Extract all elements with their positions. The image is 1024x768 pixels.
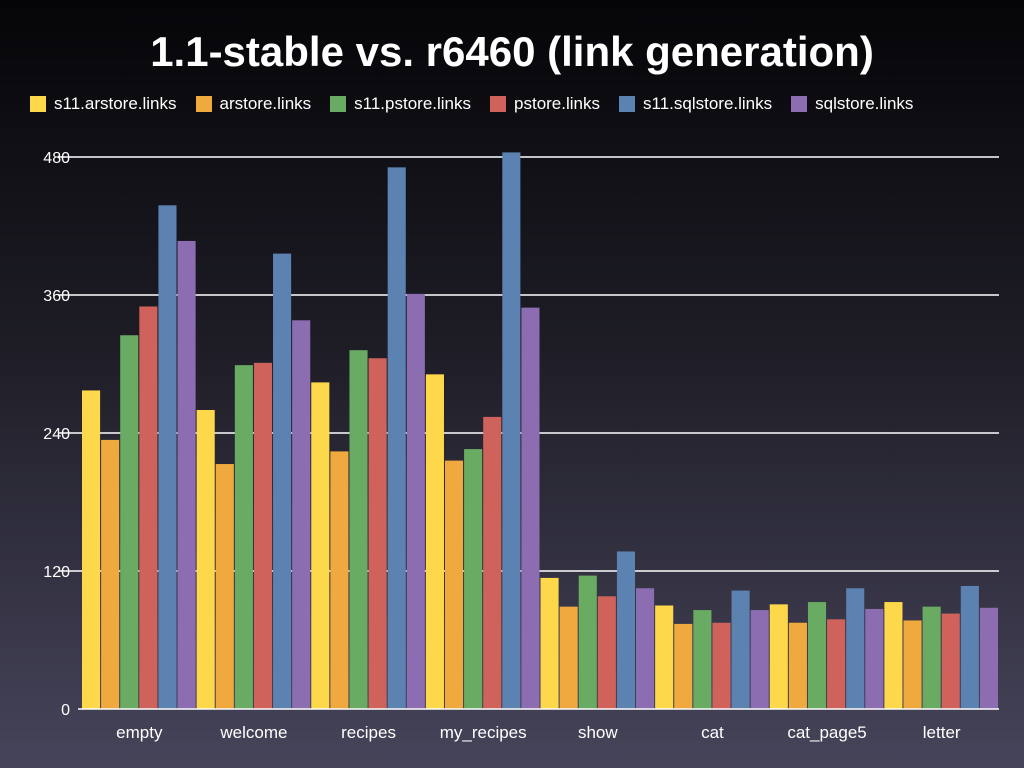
x-category-label: cat_page5: [787, 723, 866, 742]
bar: [979, 607, 998, 709]
bar: [273, 253, 292, 709]
bar: [406, 293, 425, 709]
legend-item-sqlstore: sqlstore.links: [791, 94, 913, 114]
bar: [922, 606, 941, 709]
x-category-label: recipes: [341, 723, 396, 742]
bar: [502, 152, 521, 709]
bar: [196, 410, 215, 709]
x-category-label: cat: [701, 723, 724, 742]
bar: [865, 608, 884, 709]
bar: [616, 551, 636, 709]
bar: [158, 205, 177, 710]
bar: [693, 610, 712, 709]
bar: [827, 619, 846, 709]
x-category-label: empty: [116, 723, 163, 742]
bar: [387, 167, 406, 710]
bar: [540, 577, 559, 709]
bar: [674, 623, 693, 709]
bar: [139, 306, 158, 709]
bar: [903, 620, 922, 709]
y-tick-label: 0: [61, 702, 70, 719]
legend-label: s11.sqlstore.links: [643, 94, 773, 113]
bar: [884, 602, 903, 709]
legend-item-s11-pstore: s11.pstore.links: [330, 94, 471, 114]
bar: [444, 460, 464, 709]
legend-item-s11-sqlstore: s11.sqlstore.links: [619, 94, 772, 114]
chart-legend: s11.arstore.links arstore.links s11.psto…: [30, 92, 932, 116]
legend-swatch: [791, 96, 808, 112]
bar: [655, 605, 674, 709]
bar: [807, 602, 827, 709]
bar: [101, 439, 120, 709]
bar: [349, 350, 368, 709]
chart-title: 1.1-stable vs. r6460 (link generation): [150, 28, 874, 75]
bar: [597, 596, 616, 709]
x-category-label: letter: [923, 723, 961, 742]
bar: [120, 335, 139, 709]
legend-swatch: [195, 96, 212, 112]
legend-swatch: [490, 96, 507, 112]
legend-label: sqlstore.links: [815, 94, 914, 113]
y-tick-label: 480: [43, 150, 70, 167]
bar: [578, 575, 597, 709]
bar: [311, 382, 330, 709]
y-tick-label: 240: [43, 426, 70, 443]
bar: [368, 358, 387, 709]
bar: [292, 320, 311, 709]
bar: [177, 240, 196, 709]
bar: [234, 365, 253, 709]
bar: [636, 588, 655, 709]
y-tick-label: 360: [43, 288, 70, 305]
bar: [769, 604, 788, 709]
bar: [788, 622, 807, 709]
bar: [960, 585, 979, 709]
bar: [846, 588, 865, 709]
bar: [483, 416, 502, 709]
bar: [215, 464, 234, 709]
legend-swatch: [330, 96, 347, 112]
bar: [559, 606, 578, 709]
y-tick-label: 120: [43, 564, 70, 581]
legend-item-pstore: pstore.links: [490, 94, 600, 114]
bar: [330, 451, 349, 709]
bar: [425, 374, 444, 709]
legend-item-arstore: arstore.links: [195, 94, 312, 114]
legend-label: pstore.links: [514, 94, 600, 113]
x-category-label: my_recipes: [440, 723, 527, 742]
x-category-label: show: [578, 723, 618, 742]
legend-swatch: [30, 96, 46, 112]
bar: [253, 362, 273, 709]
legend-label: arstore.links: [219, 94, 312, 113]
bar: [750, 610, 769, 709]
bar: [82, 390, 101, 709]
bar: [521, 307, 540, 709]
x-category-label: welcome: [219, 723, 287, 742]
bar: [731, 590, 750, 709]
legend-item-s11-arstore: s11.arstore.links: [30, 94, 177, 114]
legend-swatch: [619, 96, 635, 112]
legend-label: s11.pstore.links: [354, 94, 472, 113]
legend-label: s11.arstore.links: [54, 94, 177, 113]
bar: [464, 449, 483, 709]
bar: [941, 613, 960, 709]
bar: [712, 622, 731, 709]
